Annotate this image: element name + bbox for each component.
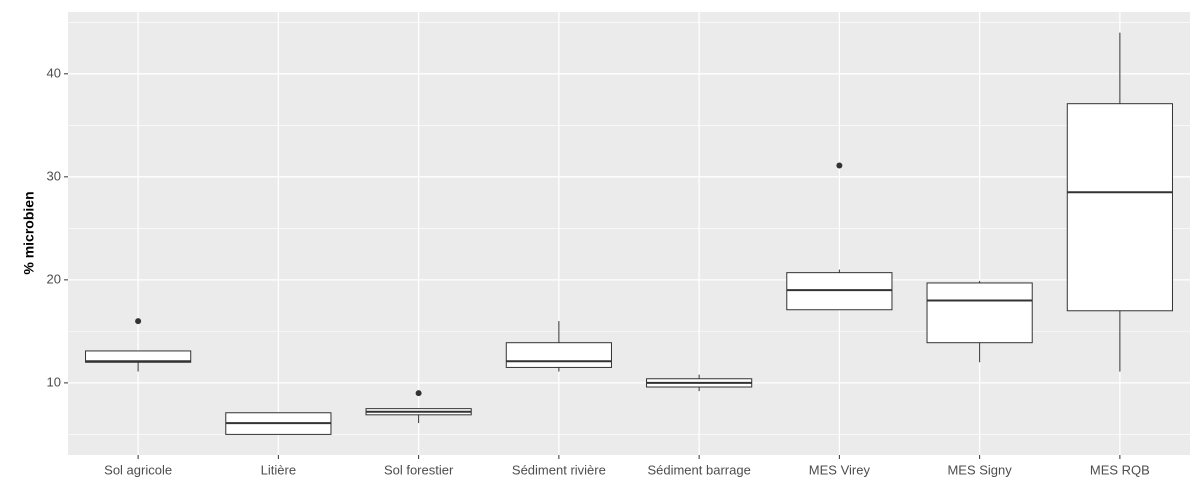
x-tick-label: MES Virey: [809, 462, 871, 477]
x-tick-label: Sédiment rivière: [512, 462, 606, 477]
box: [786, 272, 893, 311]
box: [1066, 103, 1173, 312]
y-tick-label: 10: [47, 374, 61, 389]
outlier: [135, 318, 142, 325]
box: [926, 282, 1033, 344]
x-tick-label: MES Signy: [947, 462, 1012, 477]
x-tick-label: Sol forestier: [384, 462, 454, 477]
plot-panel: [68, 12, 1190, 455]
box: [85, 350, 192, 363]
x-tick-label: Sol agricole: [104, 462, 172, 477]
outlier: [836, 162, 843, 169]
y-tick-label: 30: [47, 168, 61, 183]
box: [505, 342, 612, 368]
x-tick-label: Sédiment barrage: [647, 462, 750, 477]
y-tick-label: 20: [47, 271, 61, 286]
y-tick-label: 40: [47, 65, 61, 80]
outlier: [415, 390, 422, 397]
x-tick-label: MES RQB: [1090, 462, 1150, 477]
x-tick-label: Litière: [261, 462, 296, 477]
y-axis-label: % microbien: [21, 191, 37, 274]
